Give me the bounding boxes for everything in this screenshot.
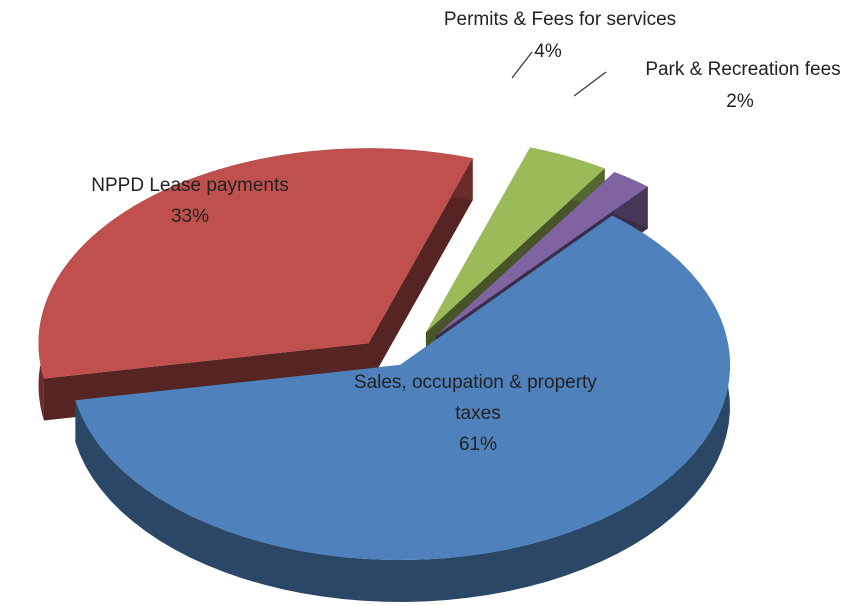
slice-top bbox=[425, 147, 605, 333]
slice-top bbox=[38, 148, 473, 379]
slice-wall bbox=[368, 158, 473, 386]
data-label-name: Sales, occupation & property taxes bbox=[354, 372, 602, 424]
slice-top bbox=[75, 215, 731, 560]
data-label-value: 2% bbox=[726, 91, 754, 112]
data-label-name: Park & Recreation fees bbox=[645, 59, 840, 80]
data-label-value: 4% bbox=[534, 41, 562, 62]
leader-line bbox=[511, 51, 533, 79]
data-label-value: 61% bbox=[459, 434, 497, 455]
slice bbox=[75, 215, 731, 602]
data-label-name: Permits & Fees for services bbox=[444, 9, 676, 30]
data-label-value: 33% bbox=[171, 206, 209, 227]
data-label-name: NPPD Lease payments bbox=[91, 175, 289, 196]
slice-top bbox=[435, 172, 648, 337]
leader-line bbox=[573, 71, 607, 97]
